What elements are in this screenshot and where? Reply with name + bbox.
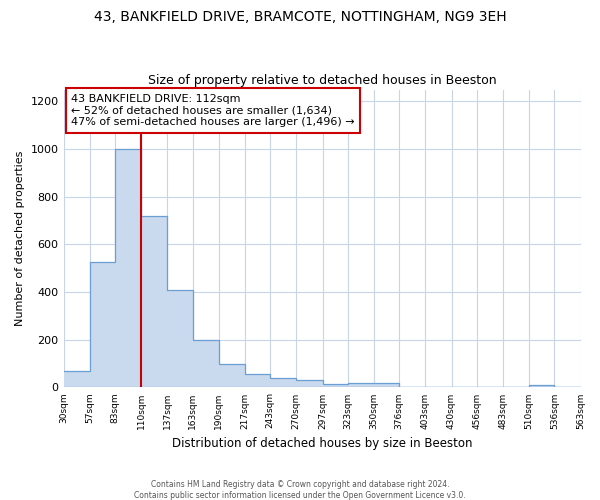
Y-axis label: Number of detached properties: Number of detached properties (15, 151, 25, 326)
Text: 43, BANKFIELD DRIVE, BRAMCOTE, NOTTINGHAM, NG9 3EH: 43, BANKFIELD DRIVE, BRAMCOTE, NOTTINGHA… (94, 10, 506, 24)
Title: Size of property relative to detached houses in Beeston: Size of property relative to detached ho… (148, 74, 496, 87)
Text: Contains HM Land Registry data © Crown copyright and database right 2024.
Contai: Contains HM Land Registry data © Crown c… (134, 480, 466, 500)
X-axis label: Distribution of detached houses by size in Beeston: Distribution of detached houses by size … (172, 437, 472, 450)
Text: 43 BANKFIELD DRIVE: 112sqm
← 52% of detached houses are smaller (1,634)
47% of s: 43 BANKFIELD DRIVE: 112sqm ← 52% of deta… (71, 94, 355, 127)
